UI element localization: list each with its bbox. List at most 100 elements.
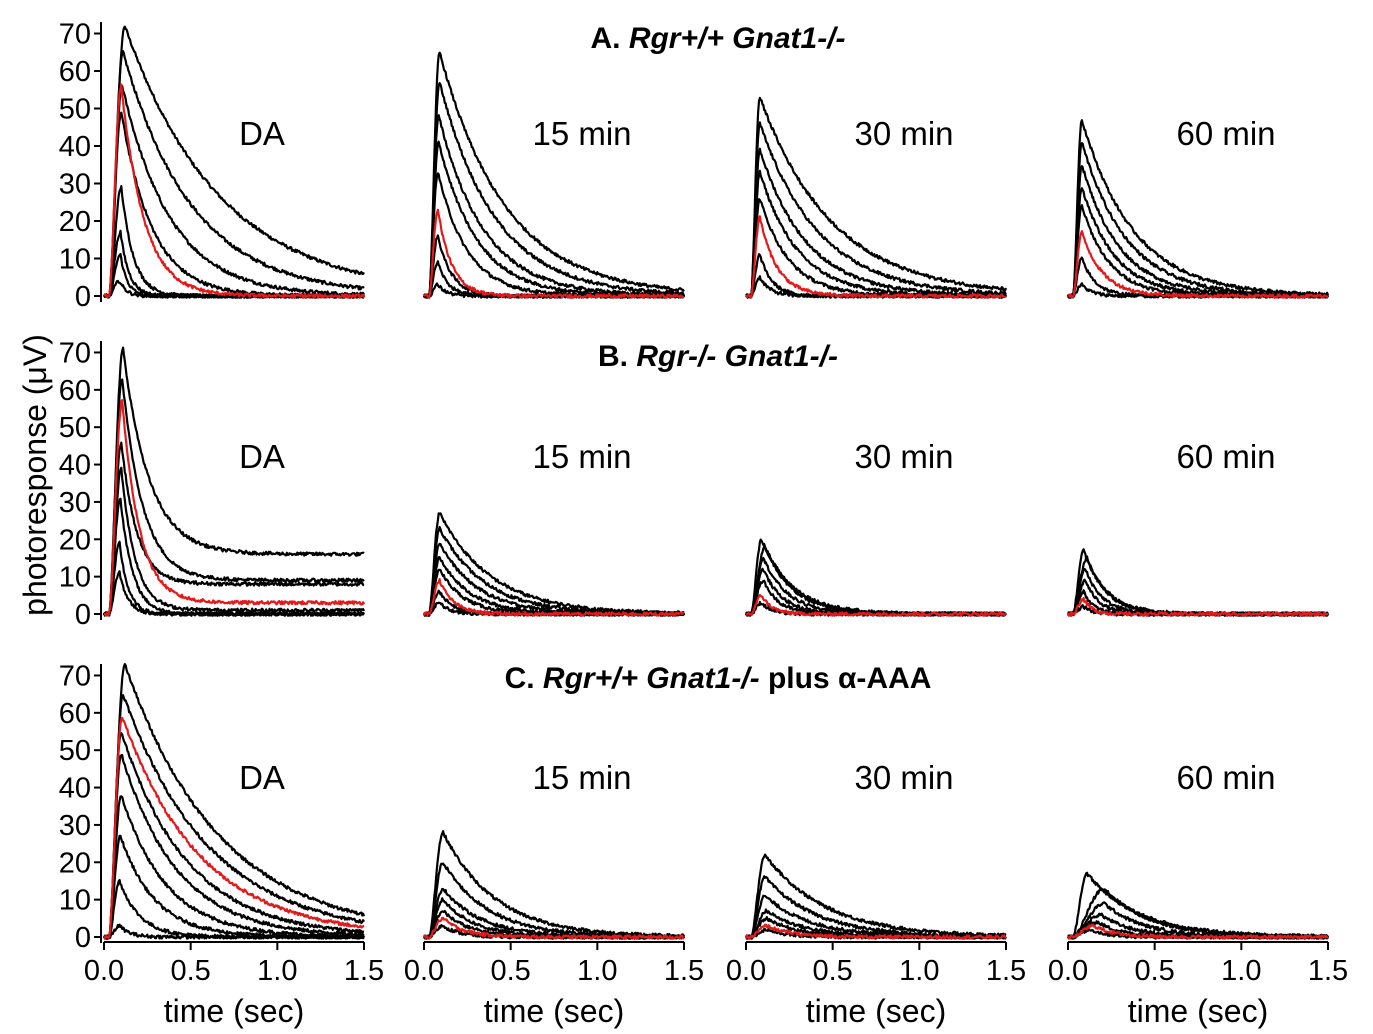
x-tick-label: 1.0: [899, 955, 939, 987]
row-title-c: C. Rgr+/+ Gnat1-/- plus α-AAA: [505, 662, 932, 695]
y-axis-title: photoresponse (μV): [17, 334, 53, 616]
x-axis-title: time (sec): [164, 993, 304, 1029]
panel-label: 15 min: [532, 759, 631, 796]
row-title-c-prefix: C.: [505, 662, 543, 695]
trace-b-da-3: [103, 441, 365, 617]
trace-b-da-4: [102, 466, 366, 617]
panel-label: 60 min: [1176, 438, 1275, 475]
y-tick-label: 10: [59, 885, 91, 917]
panel-label: 60 min: [1176, 759, 1275, 796]
trace-a-da-4-highlight: [103, 83, 366, 299]
y-tick-label: 50: [59, 94, 91, 126]
trace-a-30min-1: [745, 121, 1007, 298]
y-tick-label: 60: [59, 56, 91, 88]
trace-a-da-2: [103, 84, 365, 299]
y-tick-label: 70: [59, 19, 91, 51]
trace-c-15min-5-highlight: [423, 916, 685, 940]
panel-label: 30 min: [854, 759, 953, 796]
trace-a-da-6: [102, 229, 365, 299]
trace-a-15min-1: [423, 81, 685, 298]
trace-a-30min-0: [745, 96, 1008, 299]
y-tick-label: 40: [59, 773, 91, 805]
row-title-a-prefix: A.: [590, 22, 628, 55]
panel-label: DA: [239, 115, 285, 152]
trace-a-15min-5-highlight: [423, 208, 685, 299]
trace-c-da-8: [103, 923, 365, 940]
x-tick-label: 1.5: [986, 955, 1026, 987]
row-title-a-genotype: Rgr+/+ Gnat1-/-: [629, 22, 846, 55]
x-tick-label: 0.5: [813, 955, 853, 987]
y-tick-label: 0: [75, 922, 91, 954]
panel-label: DA: [239, 759, 285, 796]
y-tick-label: 40: [59, 450, 91, 482]
panel-c-60min: 60 min: [1066, 759, 1330, 940]
panel-label: DA: [239, 438, 285, 475]
row-title-b-genotype: Rgr-/- Gnat1-/-: [636, 340, 838, 373]
y-tick-label: 70: [59, 660, 91, 692]
y-tick-label: 50: [59, 735, 91, 767]
y-tick-label: 40: [59, 131, 91, 163]
y-tick-label: 0: [75, 281, 91, 313]
trace-a-da-1: [103, 49, 365, 298]
trace-c-da-3: [102, 732, 365, 940]
trace-c-da-1: [103, 694, 365, 940]
y-tick-label: 10: [59, 244, 91, 276]
trace-b-15min-2: [423, 542, 685, 617]
x-axis-title: time (sec): [1128, 993, 1268, 1029]
trace-a-60min-5-highlight: [1067, 230, 1329, 299]
trace-a-da-0: [103, 25, 365, 299]
trace-a-60min-1: [1067, 142, 1329, 299]
trace-a-15min-0: [423, 51, 685, 299]
panel-c-da: DA: [102, 662, 366, 940]
panel-label: 30 min: [854, 115, 953, 152]
panel-b-30min: 30 min: [744, 438, 1007, 617]
trace-b-30min-5-highlight: [745, 593, 1007, 617]
x-tick-label: 1.0: [1221, 955, 1261, 987]
y-tick-label: 20: [59, 206, 91, 238]
trace-b-15min-5-highlight: [422, 577, 685, 617]
x-tick-label: 0.0: [1048, 955, 1088, 987]
trace-c-da-0: [103, 662, 366, 940]
panel-c-15min: 15 min: [422, 759, 686, 940]
x-tick-label: 1.5: [664, 955, 704, 987]
trace-b-da-0: [103, 346, 365, 617]
panel-label: 30 min: [854, 438, 953, 475]
trace-b-60min-5-highlight: [1066, 596, 1329, 617]
x-axis-title: time (sec): [484, 993, 624, 1029]
panel-label: 60 min: [1176, 115, 1275, 152]
trace-c-60min-5-highlight: [1067, 923, 1329, 940]
x-tick-label: 1.0: [257, 955, 297, 987]
panel-b-60min: 60 min: [1066, 438, 1330, 617]
trace-c-da-2-highlight: [103, 716, 365, 940]
row-title-a: A. Rgr+/+ Gnat1-/-: [590, 22, 845, 55]
x-tick-label: 0.0: [726, 955, 766, 987]
y-tick-label: 30: [59, 810, 91, 842]
panel-label: 15 min: [532, 115, 631, 152]
y-tick-label: 30: [59, 487, 91, 519]
row-title-c-genotype: Rgr+/+ Gnat1-/-: [543, 662, 760, 695]
panel-b-da: DA: [102, 346, 366, 617]
y-tick-label: 70: [59, 337, 91, 369]
x-axis-title: time (sec): [806, 993, 946, 1029]
trace-b-15min-0: [423, 512, 685, 617]
trace-a-15min-3: [423, 140, 686, 299]
x-tick-label: 0.5: [1135, 955, 1175, 987]
row-title-c-suffix: plus α-AAA: [760, 662, 932, 695]
trace-a-da-3: [103, 111, 366, 299]
panel-c-30min: 30 min: [744, 759, 1007, 940]
x-tick-label: 1.0: [577, 955, 617, 987]
y-tick-label: 60: [59, 375, 91, 407]
panel-b-15min: 15 min: [422, 438, 686, 617]
y-tick-label: 20: [59, 524, 91, 556]
x-tick-label: 0.5: [491, 955, 531, 987]
x-tick-label: 0.0: [84, 955, 124, 987]
panel-label: 15 min: [532, 438, 631, 475]
x-tick-label: 1.5: [344, 955, 384, 987]
trace-c-15min-1: [423, 862, 685, 940]
x-tick-label: 0.5: [171, 955, 211, 987]
panel-a-15min: 15 min: [422, 51, 686, 299]
panel-a-30min: 30 min: [745, 96, 1008, 299]
panel-a-60min: 60 min: [1066, 115, 1330, 299]
trace-a-30min-5-highlight: [745, 215, 1007, 299]
y-tick-label: 0: [75, 599, 91, 631]
